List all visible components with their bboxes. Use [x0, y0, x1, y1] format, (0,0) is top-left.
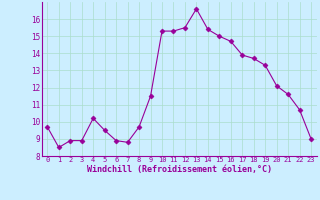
- X-axis label: Windchill (Refroidissement éolien,°C): Windchill (Refroidissement éolien,°C): [87, 165, 272, 174]
